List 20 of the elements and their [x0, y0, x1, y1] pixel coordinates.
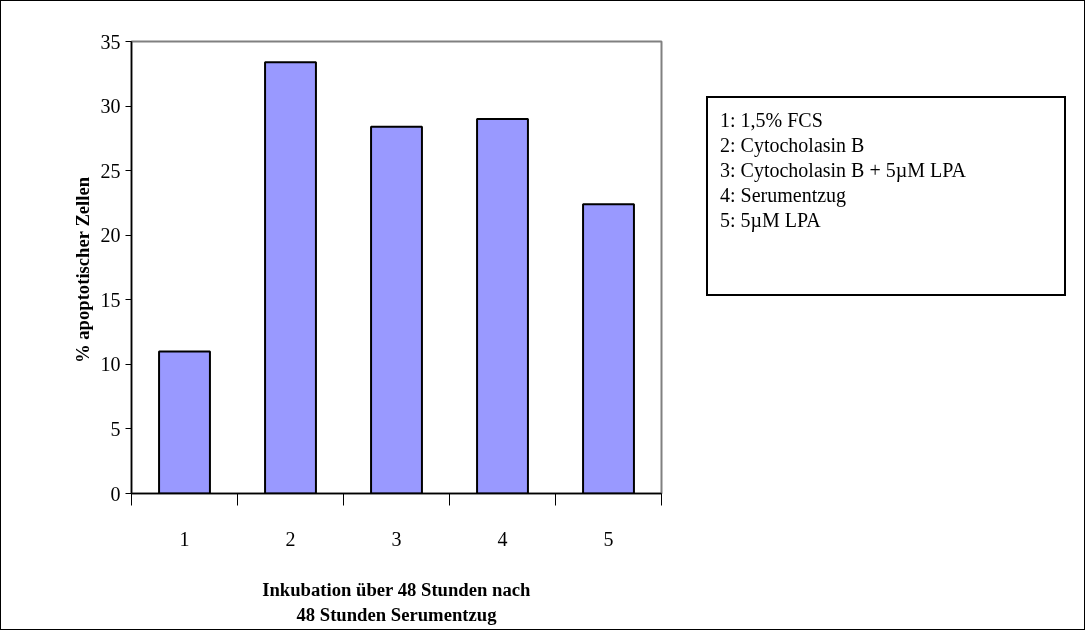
text: 2: Cytocholasin B	[720, 133, 866, 158]
text: 5: 5µM LPA	[720, 208, 822, 233]
y-tick-label: 35	[100, 30, 121, 53]
y-tick-label: 20	[100, 224, 121, 247]
x-tick-label: 5	[603, 527, 614, 550]
x-tick-label: 3	[391, 527, 402, 550]
y-tick-label: 30	[100, 95, 121, 118]
text: 3: Cytocholasin B + 5µM LPA	[720, 158, 966, 183]
y-tick-label: 10	[100, 353, 121, 376]
x-tick-label: 4	[497, 527, 508, 550]
y-tick-label: 25	[100, 159, 121, 182]
x-tick-label: 2	[285, 527, 296, 550]
y-tick-label: 0	[110, 482, 121, 505]
x-axis-title: Inkubation über 48 Stunden nach 48 Stunden Serumentzug	[262, 578, 532, 625]
text: 4: Serumentzug	[720, 183, 848, 208]
y-axis-title: % apoptotischer Zellen	[71, 176, 93, 364]
text: 1: 1,5% FCS	[720, 108, 824, 133]
y-tick-label: 15	[100, 288, 121, 311]
y-tick-label: 5	[110, 417, 121, 440]
x-tick-label: 1	[179, 527, 190, 550]
